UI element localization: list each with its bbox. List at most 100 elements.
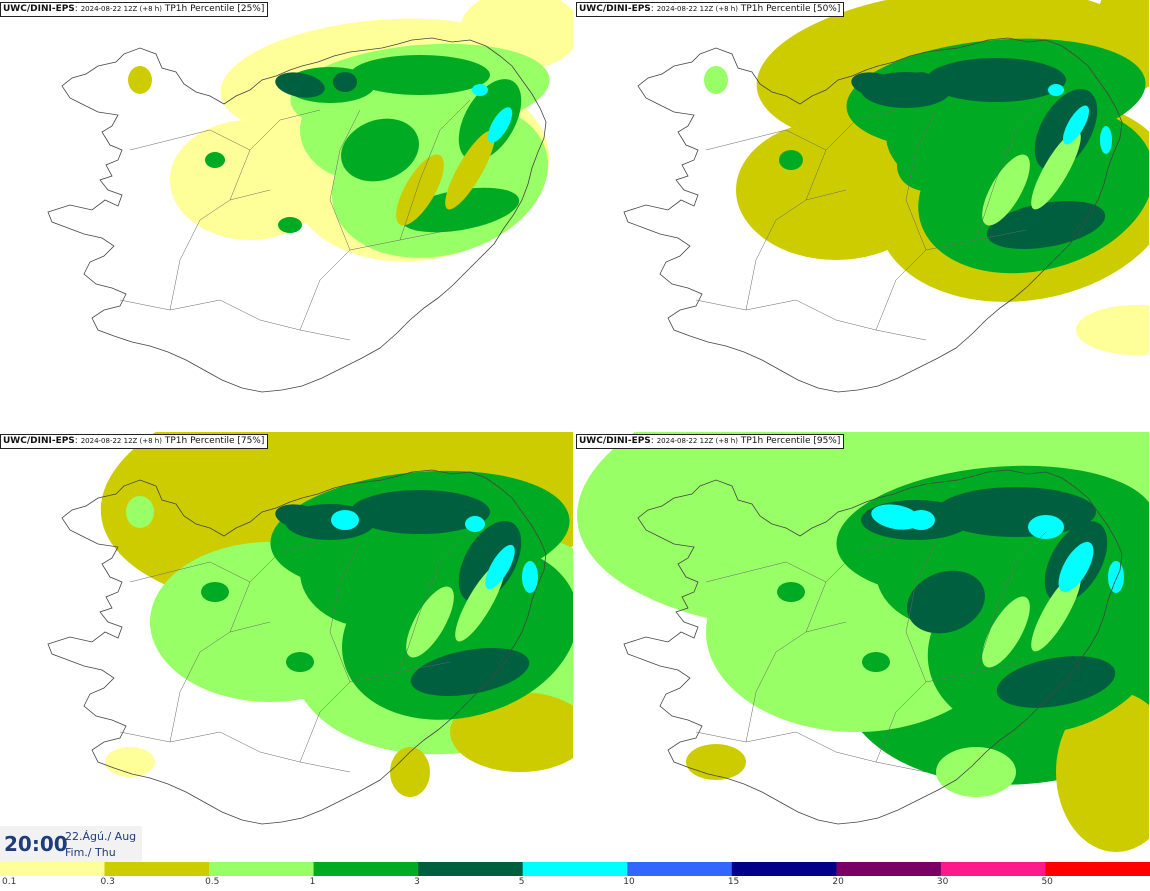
precip-contour: [458, 521, 522, 603]
precip-contour: [686, 744, 746, 780]
precip-contour: [996, 656, 1116, 708]
map-panel-p50: UWC/DINI-EPS: 2024-08-22 12Z (+8 h) TP1h…: [576, 0, 1149, 428]
road-line: [399, 99, 471, 241]
road-line: [705, 561, 827, 583]
precip-contour: [982, 596, 1030, 668]
field-name: TP1h Percentile [95%]: [740, 436, 841, 446]
road-line: [119, 731, 351, 773]
scale-tick-label: 15: [727, 877, 740, 887]
precip-contour: [1108, 561, 1124, 593]
precip-contour: [779, 150, 803, 170]
precip-contour: [986, 200, 1106, 250]
valid-weekday: Fim./ Thu: [65, 846, 116, 859]
precip-contour: [1048, 84, 1064, 96]
precip-contour: [275, 504, 325, 530]
coastline: [47, 37, 547, 393]
precip-contour: [777, 582, 805, 602]
precip-field: [128, 0, 573, 262]
precip-contour: [350, 490, 490, 534]
road-line: [329, 109, 361, 251]
road-line: [975, 99, 1047, 241]
scale-swatch: [627, 862, 733, 876]
coastline: [623, 37, 1123, 393]
precip-contour: [1031, 572, 1081, 652]
precip-map-p95: [577, 432, 1149, 852]
scale-tick-label: 1: [309, 877, 316, 887]
color-scale-bar: [0, 862, 1150, 876]
scale-swatch: [0, 862, 106, 876]
precip-contour: [1063, 105, 1089, 145]
panel-title: UWC/DINI-EPS: 2024-08-22 12Z (+8 h) TP1h…: [576, 2, 845, 17]
road-line: [905, 541, 937, 683]
scale-tick-label: 50: [1041, 877, 1053, 887]
precip-contour: [350, 55, 490, 95]
precip-contour: [851, 72, 901, 98]
scale-tick-label: 3: [414, 877, 420, 887]
precip-contour: [410, 647, 530, 697]
valid-time-box: 20:00 22.Ágú./ Aug Fim./ Thu: [0, 826, 142, 862]
scale-tick-label: 20: [832, 877, 844, 887]
precip-contour: [907, 510, 935, 530]
precip-contour: [275, 72, 325, 98]
coastline: [623, 469, 1123, 825]
precip-contour: [406, 586, 454, 658]
precip-contour: [321, 560, 399, 624]
scale-swatch: [731, 862, 837, 876]
precip-contour: [286, 652, 314, 672]
precip-contour: [1031, 130, 1081, 210]
precip-contour: [331, 510, 359, 530]
scale-swatch: [522, 862, 628, 876]
road-line: [229, 109, 321, 201]
panel-title: UWC/DINI-EPS: 2024-08-22 12Z (+8 h) TP1h…: [576, 434, 845, 449]
road-line: [805, 541, 897, 633]
precip-contour: [862, 652, 890, 672]
road-line: [695, 299, 927, 341]
color-scale: [0, 862, 1150, 891]
precip-contour: [1100, 126, 1112, 154]
precip-contour: [126, 496, 154, 528]
road-line: [705, 129, 827, 151]
precip-contour: [458, 79, 522, 161]
run-time: 2024-08-22 12Z (+8 h): [656, 437, 738, 445]
precip-contour: [926, 58, 1066, 102]
scale-swatch: [1045, 862, 1150, 876]
precip-contour: [170, 120, 330, 240]
map-panel-p25: UWC/DINI-EPS: 2024-08-22 12Z (+8 h) TP1h…: [0, 0, 573, 428]
precip-contour: [1028, 515, 1064, 539]
precip-contour: [702, 496, 730, 528]
coastline: [47, 469, 547, 825]
model-name: UWC/DINI-EPS: [3, 436, 75, 446]
field-name: TP1h Percentile [75%]: [164, 436, 265, 446]
field-name: TP1h Percentile [50%]: [740, 4, 841, 14]
precip-contour: [472, 84, 488, 96]
scale-swatch: [209, 862, 315, 876]
precip-contour: [105, 747, 155, 777]
precip-contour: [909, 72, 933, 92]
precip-contour: [201, 582, 229, 602]
scale-tick-label: 10: [623, 877, 635, 887]
road-line: [905, 109, 937, 251]
map-panel-p75: UWC/DINI-EPS: 2024-08-22 12Z (+8 h) TP1h…: [0, 432, 573, 860]
valid-time: 20:00: [4, 832, 68, 856]
precip-contour: [522, 561, 538, 593]
scale-tick-label: 0.5: [205, 877, 220, 887]
precip-contour: [897, 128, 975, 192]
model-name: UWC/DINI-EPS: [579, 4, 651, 14]
precip-contour: [982, 154, 1030, 226]
scale-tick-label: 0.1: [2, 877, 17, 887]
run-time: 2024-08-22 12Z (+8 h): [656, 5, 738, 13]
precip-contour: [1056, 692, 1149, 852]
precip-contour: [333, 72, 357, 92]
road-line: [399, 531, 471, 673]
scale-tick-label: 5: [518, 877, 525, 887]
precip-contour: [205, 152, 225, 168]
road-line: [169, 189, 271, 311]
road-line: [695, 731, 927, 773]
precip-contour: [936, 747, 1016, 797]
precip-field: [577, 432, 1149, 852]
precip-contour: [485, 544, 515, 590]
precip-map-p50: [623, 0, 1149, 393]
road-line: [329, 541, 361, 683]
road-line: [805, 109, 897, 201]
precip-contour: [278, 217, 302, 233]
